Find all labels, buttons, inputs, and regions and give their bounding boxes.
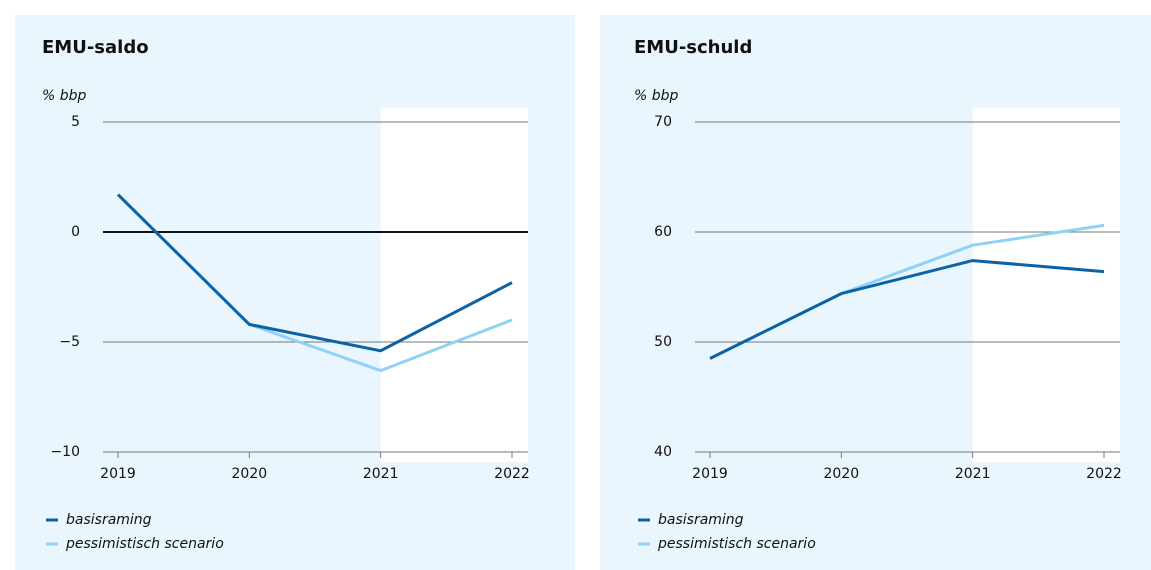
x-tick-label: 2022 [1086,466,1122,482]
forecast-region [972,108,1120,462]
y-tick-label: −5 [59,334,80,350]
x-tick-label: 2019 [692,466,728,482]
forecast-region [380,108,528,462]
series-line [840,223,1105,296]
y-tick-label: 60 [654,224,672,240]
legend-label: pessimistisch scenario [65,536,224,552]
x-tick-label: 2021 [363,466,399,482]
series-line [248,318,513,373]
y-tick-label: 70 [654,114,672,130]
series-line [116,193,513,353]
x-tick-label: 2021 [955,466,991,482]
y-axis-label: % bbp [42,88,87,104]
chart-title: EMU-saldo [42,37,149,58]
x-tick-label: 2019 [100,466,136,482]
x-tick-label: 2020 [232,466,268,482]
legend-label: basisraming [658,512,744,528]
x-tick-label: 2022 [494,466,530,482]
y-tick-label: 5 [71,114,80,130]
y-axis-label: % bbp [634,88,679,104]
chart-title: EMU-schuld [634,37,752,58]
y-tick-label: −10 [50,444,80,460]
x-tick-label: 2020 [824,466,860,482]
y-tick-label: 0 [71,224,80,240]
legend-label: basisraming [66,512,152,528]
legend-label: pessimistisch scenario [657,536,816,552]
y-tick-label: 50 [654,334,672,350]
y-tick-label: 40 [654,444,672,460]
series-line [709,259,1105,360]
